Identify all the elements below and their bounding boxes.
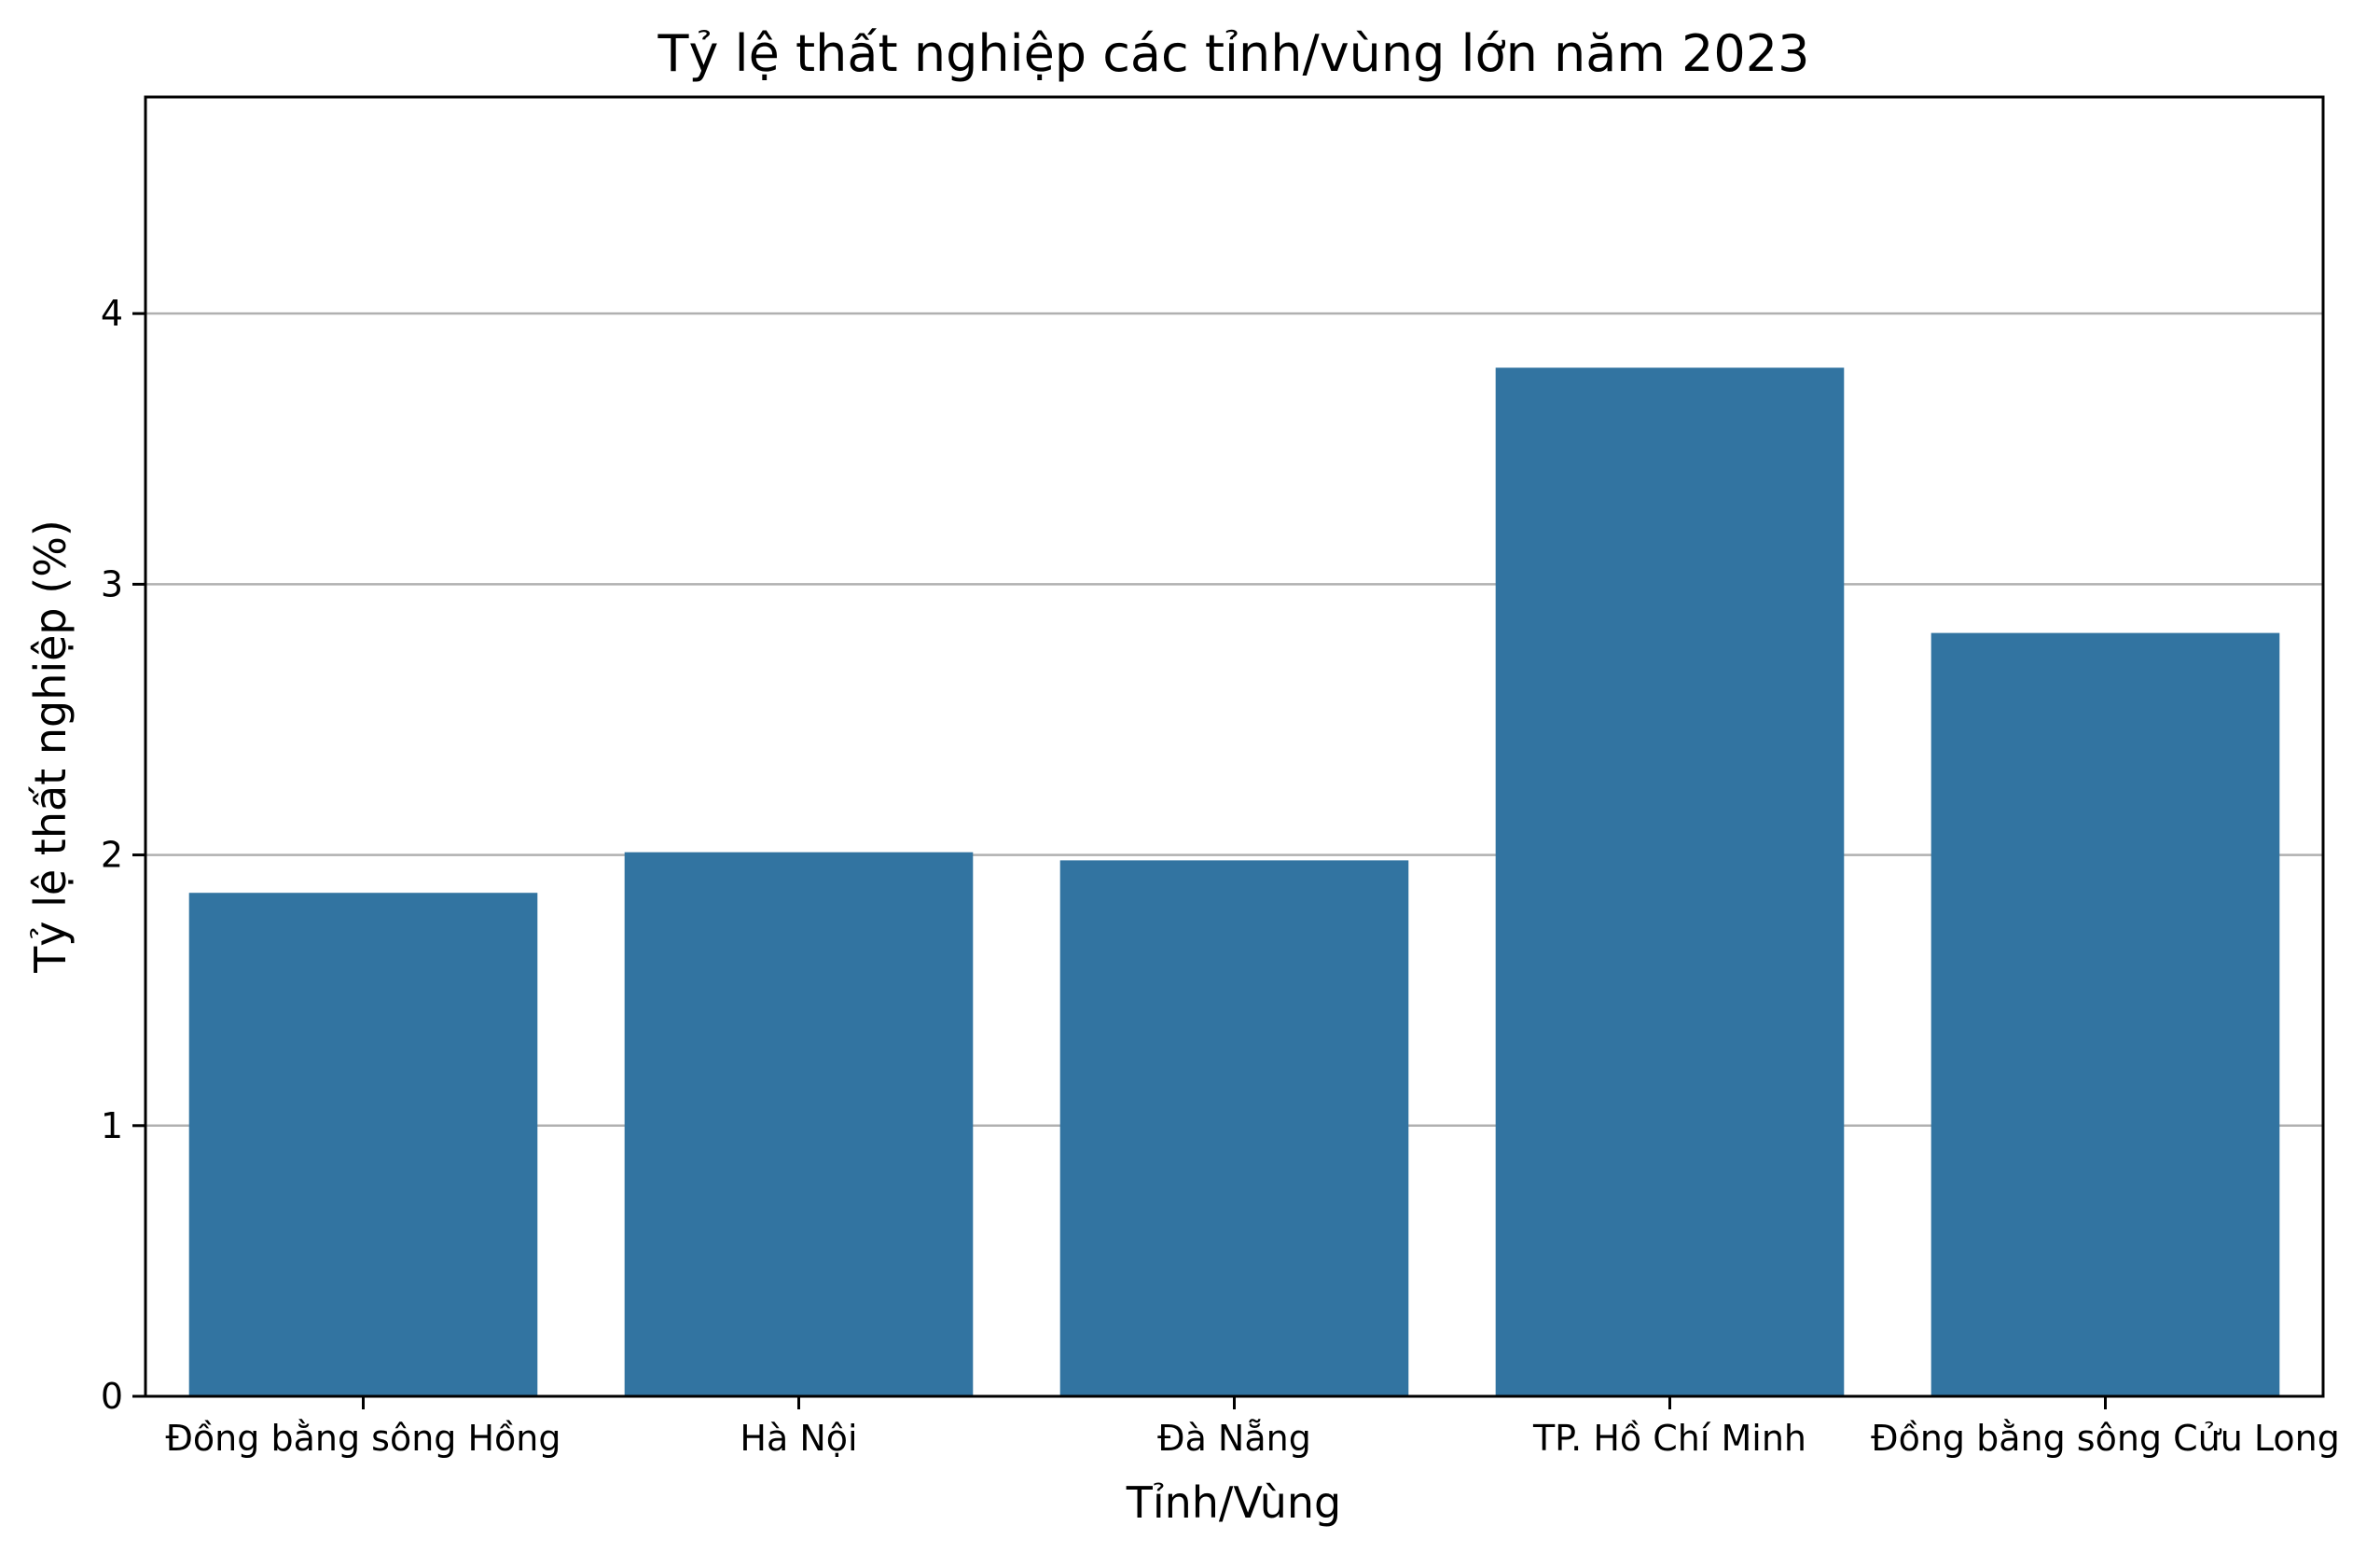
- x-tick-label: Hà Nội: [740, 1418, 857, 1459]
- y-tick-label: 4: [101, 293, 123, 334]
- bar: [1495, 367, 1845, 1396]
- y-axis-label: Tỷ lệ thất nghiệp (%): [25, 520, 76, 974]
- y-axis-ticks: 0 1 2 3 4: [101, 293, 145, 1417]
- bar: [1059, 860, 1409, 1396]
- y-tick-label: 1: [101, 1105, 123, 1146]
- bar: [624, 852, 974, 1396]
- x-axis-ticks: Đồng bằng sông Hồng Hà Nội Đà Nẵng TP. Hồ C…: [165, 1396, 2340, 1459]
- y-tick-label: 2: [101, 835, 123, 876]
- y-tick-label: 3: [101, 563, 123, 604]
- bar: [188, 893, 538, 1396]
- chart-title: Tỷ lệ thất nghiệp các tỉnh/vùng lớn năm …: [657, 24, 1810, 83]
- x-tick-label: TP. Hồ Chí Minh: [1532, 1418, 1806, 1459]
- x-tick-label: Đồng bằng sông Cửu Long: [1871, 1418, 2340, 1459]
- x-tick-label: Đà Nẵng: [1157, 1418, 1311, 1459]
- x-tick-label: Đồng bằng sông Hồng: [165, 1418, 560, 1459]
- bars: [188, 367, 2280, 1396]
- y-tick-label: 0: [101, 1376, 123, 1417]
- x-axis-label: Tỉnh/Vùng: [1126, 1477, 1342, 1528]
- bar: [1930, 632, 2280, 1396]
